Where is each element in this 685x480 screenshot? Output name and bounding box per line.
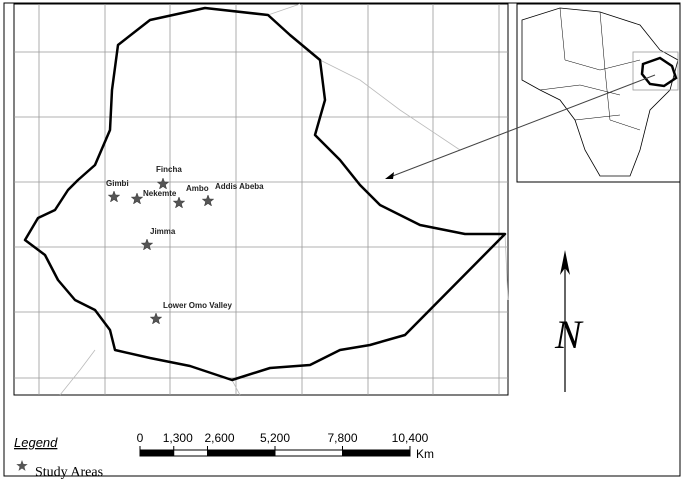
- legend-item: Study Areas: [35, 465, 103, 480]
- scale-label: 0: [137, 431, 144, 445]
- inset-highlight-box: [632, 51, 679, 91]
- scale-segment: [342, 449, 411, 457]
- neighbor-borders: [59, 3, 509, 396]
- scale-label: 5,200: [260, 431, 290, 445]
- scale-segment: [173, 449, 208, 457]
- study-area-star: [149, 312, 163, 325]
- legend-star: [16, 460, 28, 471]
- legend-title: Legend: [14, 435, 58, 450]
- scale-label: 10,400: [392, 431, 429, 445]
- graticule: [14, 4, 508, 395]
- place-label: Gimbi: [106, 179, 129, 188]
- study-area-star: [140, 238, 154, 251]
- north-label: N: [554, 312, 584, 357]
- north-arrow-head: [560, 250, 570, 275]
- scale-label: 1,300: [163, 431, 193, 445]
- map-frame: [13, 3, 509, 396]
- study-area-star: [156, 177, 170, 190]
- scale-unit: Km: [416, 447, 434, 461]
- scale-segment: [207, 449, 276, 457]
- africa-outline: [521, 7, 679, 177]
- scale-segment: [274, 449, 343, 457]
- place-label: Addis Abeba: [215, 182, 264, 191]
- study-area-star: [107, 190, 121, 203]
- study-area-star: [130, 192, 144, 205]
- scale-label: 7,800: [327, 431, 357, 445]
- inset-borders: [539, 7, 641, 131]
- ethiopia-outline: [23, 6, 507, 382]
- locator-arrowhead: [385, 172, 394, 179]
- locator-arrow: [389, 74, 656, 178]
- place-label: Ambo: [186, 184, 209, 193]
- place-label: Lower Omo Valley: [163, 301, 232, 310]
- outer-frame: [3, 2, 681, 477]
- place-label: Fincha: [156, 165, 182, 174]
- inset-ethiopia: [640, 56, 678, 88]
- scale-segment: [139, 449, 175, 457]
- place-label: Jimma: [150, 227, 176, 236]
- inset-frame: [516, 3, 681, 183]
- scale-label: 2,600: [204, 431, 234, 445]
- place-label: Nekemte: [143, 189, 177, 198]
- study-area-star: [201, 194, 215, 207]
- study-area-star: [172, 196, 186, 209]
